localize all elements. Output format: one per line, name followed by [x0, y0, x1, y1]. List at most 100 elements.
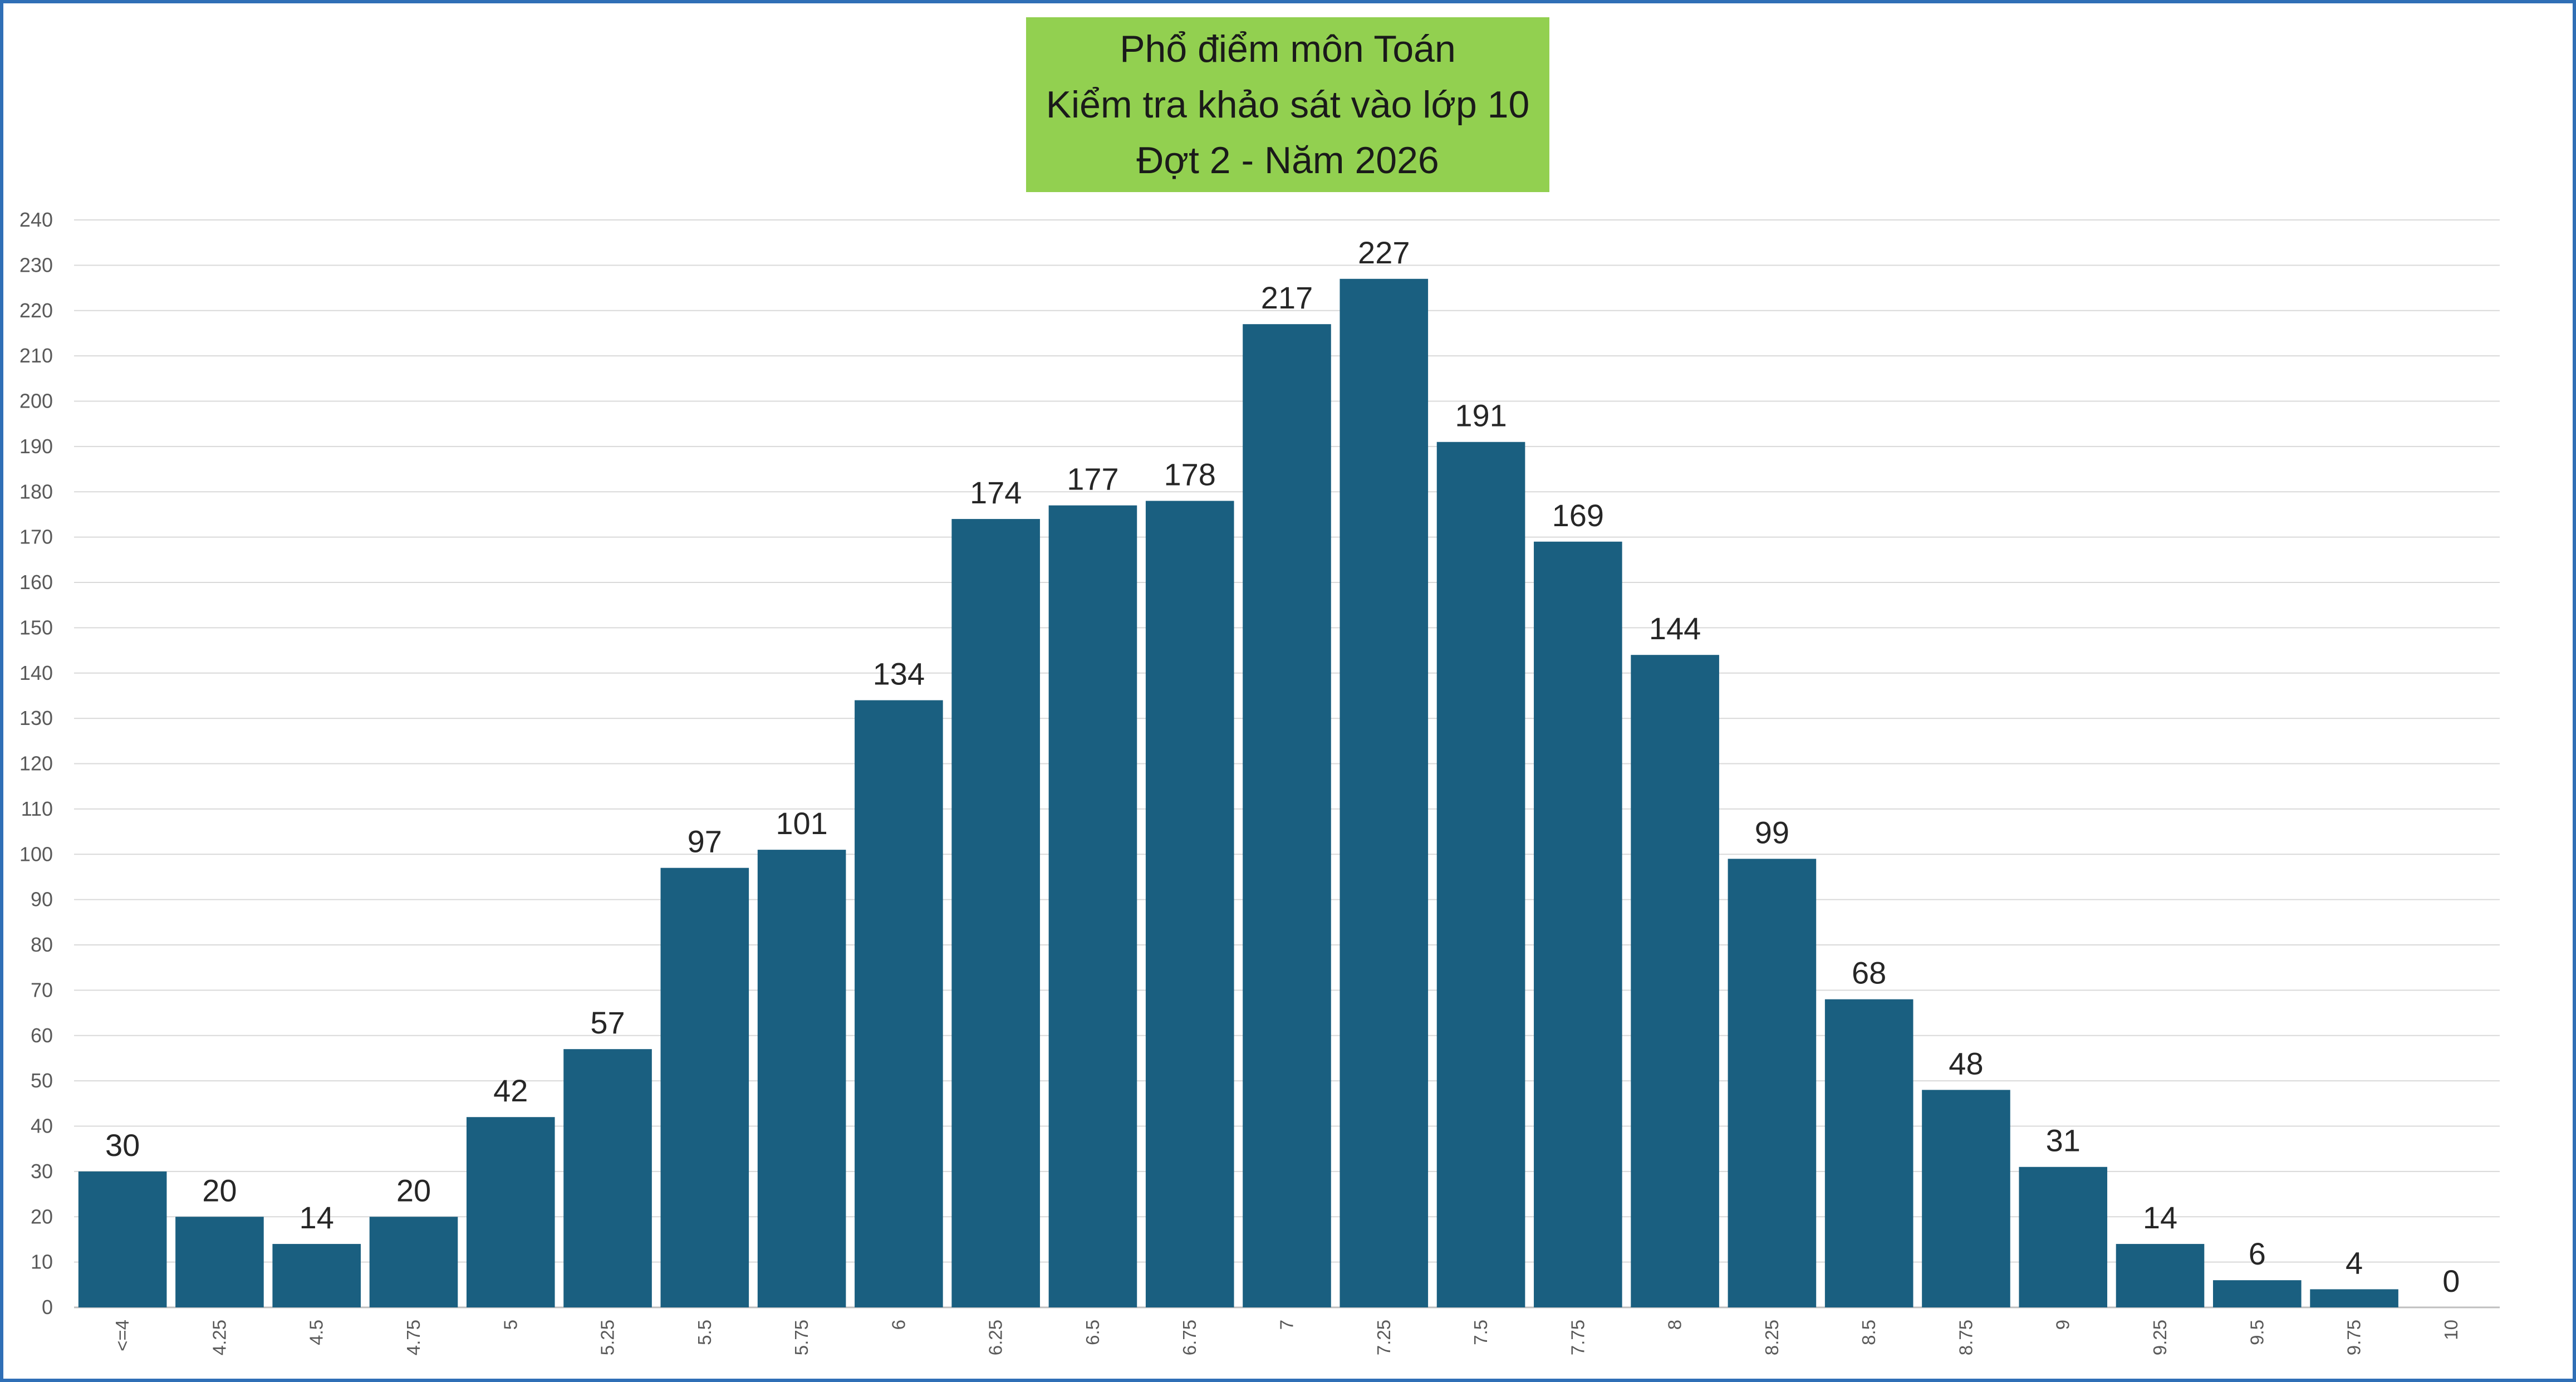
bar: [951, 519, 1040, 1308]
x-tick-label: 9.25: [2150, 1320, 2170, 1355]
x-tick-label: 10: [2441, 1320, 2461, 1340]
x-tick-label: 8: [1665, 1320, 1685, 1330]
data-label: 0: [2442, 1263, 2460, 1298]
bar: [1728, 859, 1817, 1307]
bar: [369, 1217, 458, 1307]
bar: [1824, 999, 1913, 1307]
y-tick-label: 30: [31, 1160, 53, 1183]
data-label: 42: [493, 1073, 528, 1108]
data-label: 31: [2046, 1123, 2081, 1158]
bar: [855, 700, 943, 1307]
y-tick-label: 170: [19, 526, 53, 548]
chart-title-line-3: Đợt 2 - Năm 2026: [1136, 139, 1439, 182]
data-label: 4: [2346, 1245, 2363, 1280]
bar: [1922, 1090, 2010, 1307]
x-tick-label: 6: [888, 1320, 909, 1330]
x-tick-label: 9.75: [2344, 1320, 2364, 1355]
x-tick-label: 6.5: [1082, 1320, 1103, 1345]
x-tick-label: <=4: [112, 1320, 133, 1351]
x-tick-label: 5.75: [791, 1320, 812, 1355]
data-label: 99: [1755, 815, 1789, 850]
x-tick-label: 6.75: [1179, 1320, 1200, 1355]
y-tick-label: 100: [19, 842, 53, 865]
bar: [757, 850, 846, 1307]
x-tick-label: 9: [2053, 1320, 2073, 1330]
y-tick-label: 230: [19, 253, 53, 276]
y-tick-label: 120: [19, 752, 53, 775]
x-tick-label: 6.25: [985, 1320, 1006, 1355]
data-label: 14: [2143, 1200, 2177, 1235]
bar: [2310, 1289, 2398, 1307]
y-tick-label: 90: [31, 888, 53, 911]
x-tick-label: 7: [1277, 1320, 1297, 1330]
y-tick-label: 220: [19, 299, 53, 322]
data-label: 174: [970, 475, 1022, 510]
data-label: 97: [688, 824, 722, 859]
data-label: 48: [1949, 1046, 1983, 1081]
data-label: 177: [1067, 462, 1118, 497]
bar: [1631, 655, 1719, 1307]
x-tick-label: 8.25: [1762, 1320, 1782, 1355]
x-tick-label: 7.5: [1470, 1320, 1491, 1345]
data-label: 101: [776, 806, 827, 841]
y-axis-ticks: 0 10 20 30 40 50 60 70 80 90 100 110 120 130 140 150 160…: [19, 208, 53, 1319]
data-label: 14: [300, 1200, 334, 1235]
bar: [2116, 1244, 2205, 1307]
chart-title: Phổ điểm môn Toán Kiểm tra khảo sát vào …: [1026, 17, 1549, 192]
chart-title-line-2: Kiểm tra khảo sát vào lớp 10: [1046, 84, 1530, 126]
bar: [563, 1049, 652, 1307]
bar: [1048, 505, 1137, 1307]
data-label: 20: [202, 1173, 237, 1208]
data-label: 217: [1261, 280, 1313, 315]
x-tick-label: 4.5: [306, 1320, 327, 1345]
bar: [1243, 324, 1331, 1307]
bars: [78, 278, 2398, 1308]
data-label: 30: [105, 1128, 140, 1163]
data-label: 227: [1358, 235, 1410, 270]
y-tick-label: 150: [19, 616, 53, 639]
bar: [466, 1117, 555, 1307]
data-label: 134: [873, 656, 925, 692]
x-tick-label: 5.25: [597, 1320, 618, 1355]
y-tick-label: 0: [42, 1296, 53, 1319]
x-tick-label: 9.5: [2246, 1320, 2267, 1345]
y-tick-label: 60: [31, 1024, 53, 1047]
x-tick-label: 8.75: [1955, 1320, 1976, 1355]
y-tick-label: 240: [19, 208, 53, 231]
y-tick-label: 50: [31, 1069, 53, 1092]
y-tick-label: 20: [31, 1205, 53, 1228]
x-tick-label: 7.75: [1567, 1320, 1588, 1355]
y-tick-label: 40: [31, 1115, 53, 1138]
bar: [660, 868, 749, 1307]
y-tick-label: 180: [19, 480, 53, 503]
bar: [2213, 1280, 2302, 1307]
chart-title-line-1: Phổ điểm môn Toán: [1120, 28, 1456, 70]
bar: [175, 1217, 264, 1307]
data-label: 191: [1455, 398, 1507, 433]
y-tick-label: 110: [21, 797, 53, 820]
y-tick-label: 210: [19, 344, 53, 367]
x-axis-ticks: <=4 4.25 4.5 4.75 5 5.25 5.5 5.75 6 6.25 6.5 6.75 7 7…: [112, 1320, 2461, 1355]
data-label: 144: [1649, 611, 1701, 646]
data-label: 20: [396, 1173, 431, 1208]
bar: [78, 1171, 167, 1307]
x-tick-label: 4.25: [209, 1320, 229, 1355]
x-tick-label: 8.5: [1858, 1320, 1879, 1345]
y-tick-label: 140: [19, 661, 53, 684]
x-tick-label: 5: [500, 1320, 521, 1330]
y-tick-label: 70: [31, 978, 53, 1001]
y-tick-label: 190: [19, 435, 53, 458]
data-label: 68: [1852, 955, 1886, 991]
bar: [1534, 541, 1622, 1308]
data-label: 178: [1164, 457, 1216, 492]
data-labels: 30 20 14 20 42 57 97 101 134 174 177 178 217 227 191 16…: [105, 235, 2460, 1298]
data-label: 169: [1552, 498, 1604, 533]
bar: [1436, 442, 1525, 1307]
x-tick-label: 7.25: [1373, 1320, 1394, 1355]
data-label: 6: [2249, 1236, 2266, 1271]
y-tick-label: 130: [19, 707, 53, 729]
bar: [1145, 501, 1234, 1307]
y-tick-label: 10: [31, 1251, 53, 1273]
x-tick-label: 4.75: [403, 1320, 424, 1355]
